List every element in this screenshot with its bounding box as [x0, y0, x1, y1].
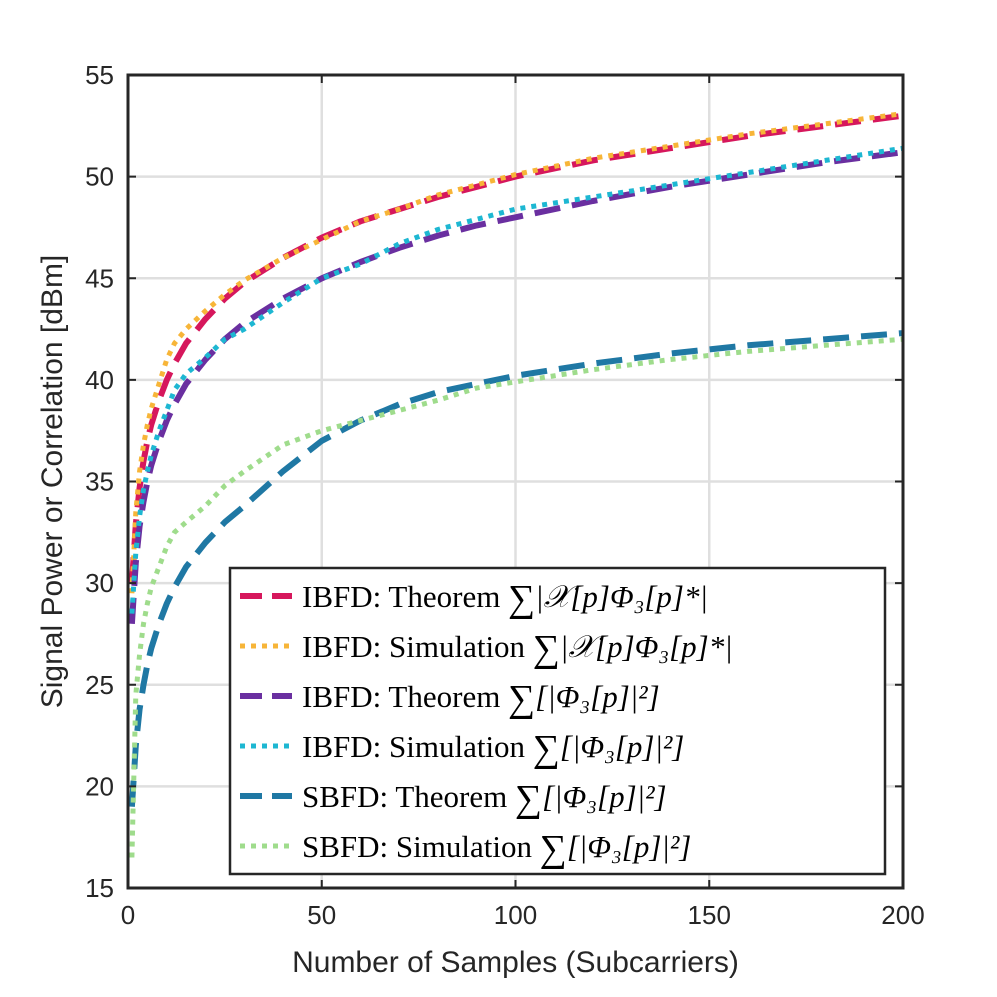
series-lines	[128, 111, 904, 858]
y-tick-label: 15	[85, 873, 114, 903]
series-line-1	[128, 112, 904, 584]
legend-sum-symbol: ∑	[508, 578, 535, 620]
legend-sum-symbol: ∑	[533, 628, 560, 670]
y-tick-label: 45	[85, 263, 114, 293]
series-line-2	[129, 111, 904, 594]
legend-sum-symbol: ∑	[533, 728, 560, 770]
x-tick-label: 50	[307, 900, 336, 930]
legend: IBFD: Theorem ∑|𝒳[p]Φ₃[p]*|IBFD: Simulat…	[228, 566, 887, 876]
series-line-6	[129, 336, 904, 858]
series-line-4	[129, 145, 904, 614]
legend-prefix: IBFD: Theorem	[302, 679, 508, 714]
legend-entry-2: IBFD: Simulation ∑|𝒳[p]Φ₃[p]*|	[302, 628, 733, 670]
legend-entry-5: SBFD: Theorem ∑[|Φ₃[p]|²]	[302, 778, 667, 820]
x-axis-label: Number of Samples (Subcarriers)	[292, 946, 739, 979]
legend-entry-1: IBFD: Theorem ∑|𝒳[p]Φ₃[p]*|	[302, 578, 708, 620]
legend-sum-symbol: ∑	[508, 678, 535, 720]
legend-entry-6: SBFD: Simulation ∑[|Φ₃[p]|²]	[302, 828, 691, 870]
series-line-3	[128, 149, 904, 624]
legend-expression: [|Φ₃[p]|²]	[567, 829, 691, 864]
y-tick-label: 25	[85, 670, 114, 700]
y-tick-label: 40	[85, 365, 114, 395]
legend-sum-symbol: ∑	[540, 828, 567, 870]
legend-prefix: IBFD: Theorem	[302, 579, 508, 614]
x-tick-label: 100	[494, 900, 537, 930]
legend-box	[228, 566, 887, 876]
legend-entry-4: IBFD: Simulation ∑[|Φ₃[p]|²]	[302, 728, 684, 770]
legend-expression: |𝒳[p]Φ₃[p]*|	[535, 579, 708, 614]
y-tick-label: 30	[85, 568, 114, 598]
y-axis-label: Signal Power or Correlation [dBm]	[36, 255, 69, 709]
x-tick-label: 0	[121, 900, 135, 930]
legend-prefix: IBFD: Simulation	[302, 629, 533, 664]
legend-expression: [|Φ₃[p]|²]	[560, 729, 684, 764]
y-tick-label: 35	[85, 467, 114, 497]
y-tick-label: 55	[85, 60, 114, 90]
y-tick-label: 50	[85, 162, 114, 192]
legend-expression: |𝒳[p]Φ₃[p]*|	[560, 629, 733, 664]
legend-entry-3: IBFD: Theorem ∑[|Φ₃[p]|²]	[302, 678, 660, 720]
axis-ticks: 0 50 100 150 200 15 20 25 30 35 40 45 50 55	[85, 60, 925, 930]
legend-prefix: SBFD: Simulation	[302, 829, 540, 864]
legend-sum-symbol: ∑	[515, 778, 542, 820]
x-tick-label: 150	[688, 900, 731, 930]
legend-prefix: SBFD: Theorem	[302, 779, 515, 814]
y-tick-label: 20	[85, 771, 114, 801]
legend-expression: [|Φ₃[p]|²]	[535, 679, 659, 714]
x-tick-label: 200	[881, 900, 924, 930]
legend-expression: [|Φ₃[p]|²]	[542, 779, 666, 814]
legend-prefix: IBFD: Simulation	[302, 729, 533, 764]
